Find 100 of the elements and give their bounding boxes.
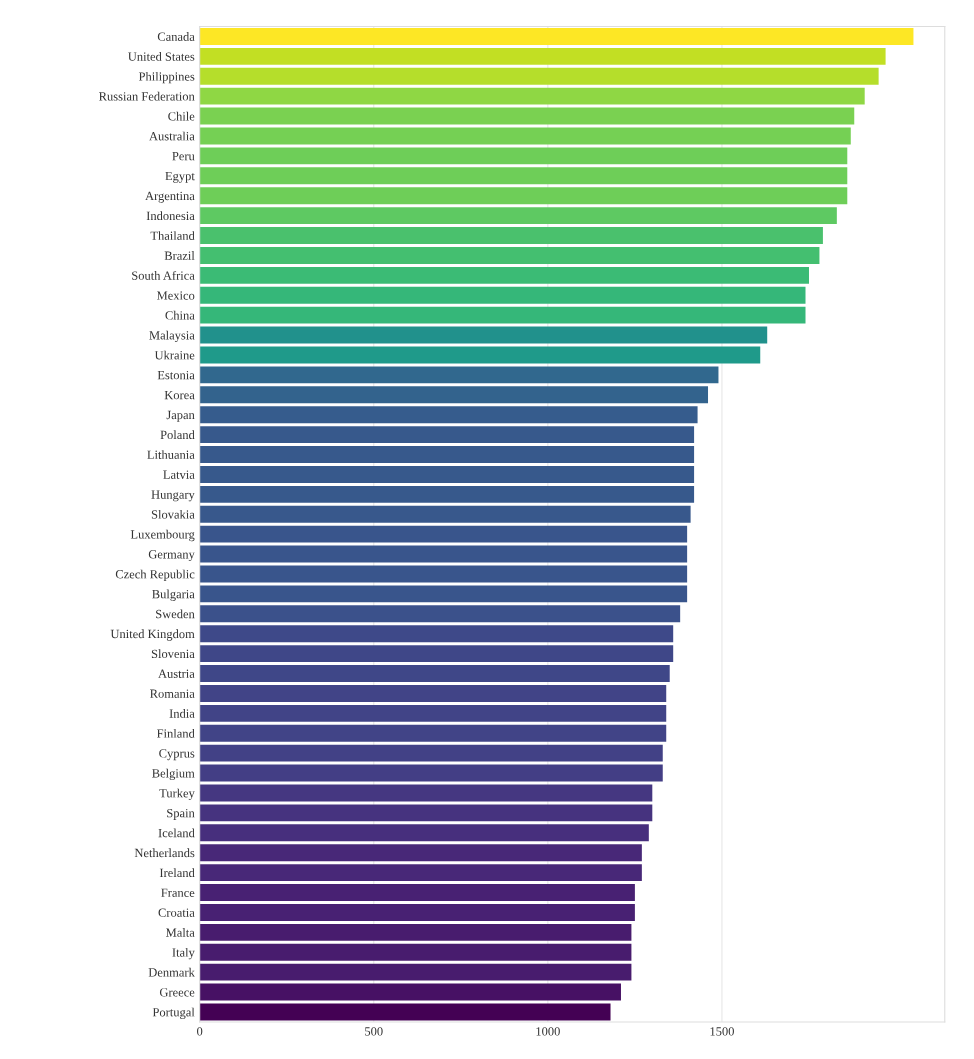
bar [199, 127, 851, 145]
y-tick-label: Hungary [151, 490, 195, 502]
bar [199, 844, 642, 862]
y-tick-label: Malta [166, 928, 195, 937]
y-tick-label: Spain [167, 808, 195, 820]
y-tick-label: Korea [164, 390, 195, 400]
bar [199, 27, 914, 45]
y-tick-label: Sweden [156, 609, 195, 619]
bar [199, 903, 635, 921]
bar [199, 346, 761, 364]
y-tick-label: Peru [172, 152, 195, 161]
y-tick-label: Ireland [159, 868, 195, 878]
y-tick-label: Slovakia [151, 509, 195, 519]
bar [199, 306, 806, 324]
bar [199, 107, 855, 125]
y-tick-label: Russian Federation [99, 91, 195, 101]
bar [199, 684, 667, 702]
y-tick-label: Indonesia [146, 211, 195, 221]
y-tick-label: Turkey [159, 788, 195, 801]
bar [199, 784, 653, 802]
bar [199, 943, 632, 961]
bar [199, 87, 865, 105]
bar [199, 505, 691, 523]
bar [199, 426, 695, 444]
bar [199, 963, 632, 981]
bar [199, 286, 806, 304]
y-tick-label: United States [128, 52, 195, 61]
bar [199, 446, 695, 463]
y-tick-label: Brazil [164, 251, 195, 260]
y-tick-label: China [165, 310, 195, 320]
bar [199, 47, 886, 65]
bar [199, 227, 823, 244]
bar [199, 864, 642, 882]
bar [199, 525, 688, 543]
bar [199, 266, 809, 284]
y-tick-label: Czech Republic [115, 569, 195, 581]
bar [199, 207, 837, 225]
y-tick-label: France [161, 888, 195, 897]
bar [199, 764, 663, 782]
y-tick-label: Ukraine [154, 350, 195, 360]
y-tick-label: United Kingdom [110, 629, 195, 641]
x-tick-label: 1500 [710, 1027, 734, 1036]
y-tick-label: Lithuania [147, 450, 195, 459]
y-tick-label: Estonia [157, 370, 195, 380]
bar [199, 645, 674, 663]
bar [199, 585, 688, 603]
y-tick-label: Bulgaria [152, 589, 195, 601]
y-tick-label: Mexico [156, 291, 195, 300]
bar [199, 366, 719, 384]
bar [199, 744, 663, 762]
y-tick-label: Belgium [152, 768, 195, 781]
bar [199, 625, 674, 643]
bar [199, 465, 695, 483]
bar [199, 246, 820, 264]
y-tick-label: Italy [172, 947, 195, 960]
y-tick-label: Portugal [152, 1007, 195, 1020]
y-tick-label: Iceland [158, 828, 195, 838]
y-tick-label: Canada [157, 32, 195, 41]
bar [199, 167, 848, 185]
bar [199, 485, 695, 503]
y-tick-label: Egypt [165, 171, 195, 183]
x-tick-label: 0 [197, 1027, 203, 1036]
y-tick-label: Latvia [163, 470, 195, 479]
y-tick-label: Austria [158, 669, 195, 678]
y-tick-label: Poland [160, 430, 195, 440]
bar [199, 704, 667, 722]
y-tick-label: Chile [168, 111, 195, 121]
y-tick-label: South Africa [132, 270, 195, 280]
y-tick-label: Croatia [158, 908, 195, 917]
bar [199, 187, 848, 205]
y-tick-label: Cyprus [159, 749, 195, 761]
x-tick-label: 500 [365, 1027, 383, 1036]
bar [199, 665, 670, 682]
x-tick-label: 1000 [536, 1027, 560, 1036]
bar [199, 545, 688, 563]
bar [199, 386, 709, 404]
y-tick-label: Argentina [145, 191, 195, 203]
bar [199, 884, 635, 901]
y-tick-label: Japan [166, 410, 195, 422]
bar [199, 724, 667, 742]
bar [199, 605, 681, 623]
y-tick-label: Netherlands [134, 848, 195, 858]
y-tick-label: India [169, 709, 195, 718]
y-tick-label: Philippines [138, 71, 195, 84]
y-tick-label: Greece [159, 988, 195, 997]
bar [199, 983, 621, 1001]
bar [199, 67, 879, 85]
y-tick-label: Australia [149, 131, 195, 141]
y-tick-label: Luxembourg [130, 529, 195, 542]
bar [199, 147, 848, 165]
y-tick-label: Thailand [150, 231, 195, 240]
y-tick-label: Malaysia [149, 330, 195, 343]
bar [199, 1003, 611, 1021]
y-tick-label: Germany [148, 550, 195, 562]
bar [199, 565, 688, 583]
bar [199, 406, 698, 424]
bar [199, 326, 768, 344]
y-tick-label: Slovenia [151, 649, 195, 659]
y-tick-label: Finland [156, 728, 195, 738]
y-tick-label: Denmark [148, 967, 195, 977]
